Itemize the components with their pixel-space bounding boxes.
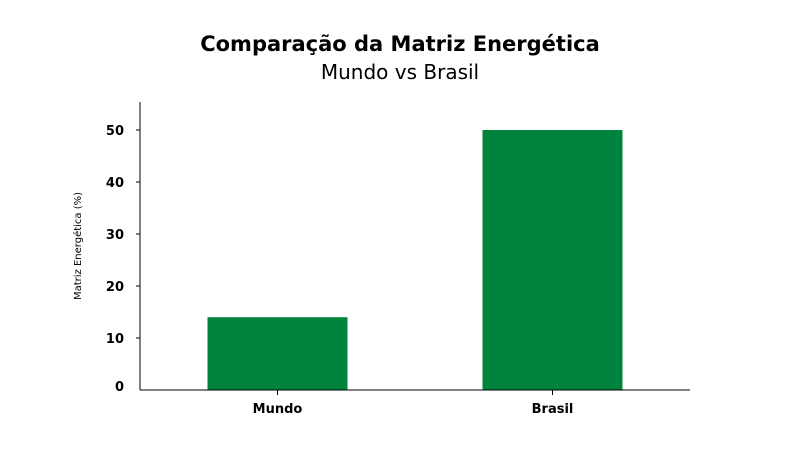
x-category-label: Brasil [532, 402, 574, 417]
axes-group [139, 102, 690, 391]
y-tick-label: 10 [106, 332, 124, 347]
chart-subtitle: Mundo vs Brasil [320, 60, 480, 84]
y-tick-label: 0 [115, 380, 124, 395]
y-axis-label: Matriz Energética (%) [72, 192, 84, 300]
x-category-label: Mundo [253, 402, 303, 417]
bar-mundo [207, 317, 348, 390]
bars-group [207, 130, 623, 390]
y-tick-label: 50 [106, 124, 124, 139]
y-ticks-group: 0 10 20 30 40 50 [106, 124, 140, 395]
bar-brasil [482, 130, 623, 390]
y-tick-label: 20 [106, 280, 124, 295]
chart-title: Comparação da Matriz Energética [200, 32, 600, 56]
x-categories-group: Mundo Brasil [253, 390, 574, 417]
y-tick-label: 40 [106, 176, 124, 191]
y-tick-label: 30 [106, 228, 124, 243]
